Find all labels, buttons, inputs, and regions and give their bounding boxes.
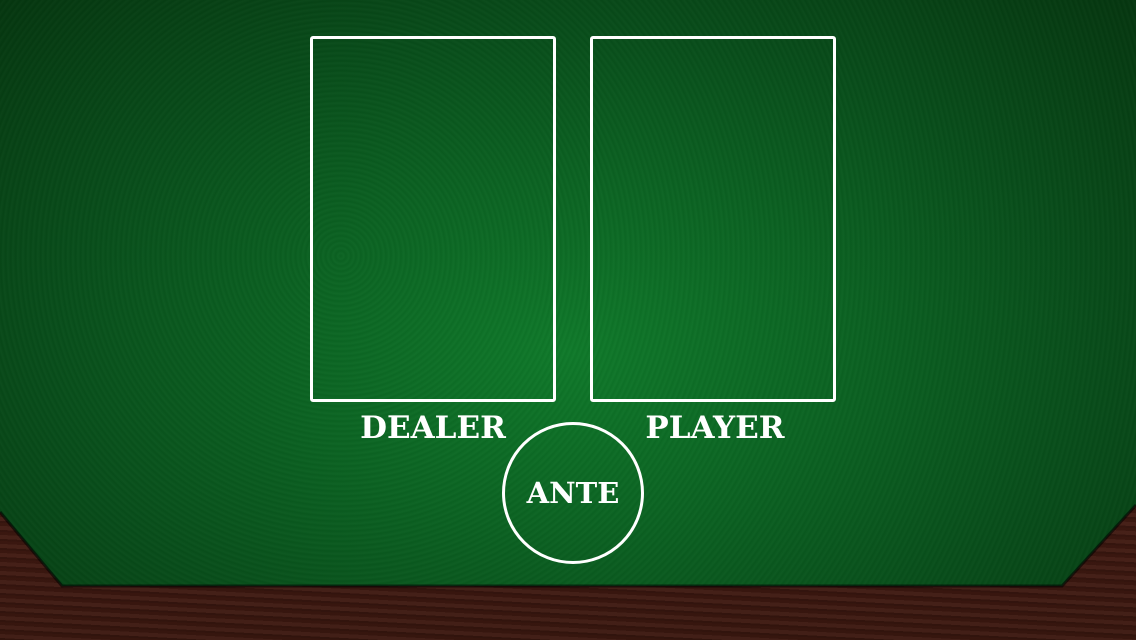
ante-bet-circle[interactable]: ANTE bbox=[502, 422, 644, 564]
player-card-area[interactable] bbox=[590, 36, 836, 402]
dealer-card-area[interactable] bbox=[310, 36, 556, 402]
dealer-label: DEALER bbox=[360, 410, 506, 446]
ante-label: ANTE bbox=[526, 476, 620, 510]
player-label: PLAYER bbox=[645, 410, 785, 446]
